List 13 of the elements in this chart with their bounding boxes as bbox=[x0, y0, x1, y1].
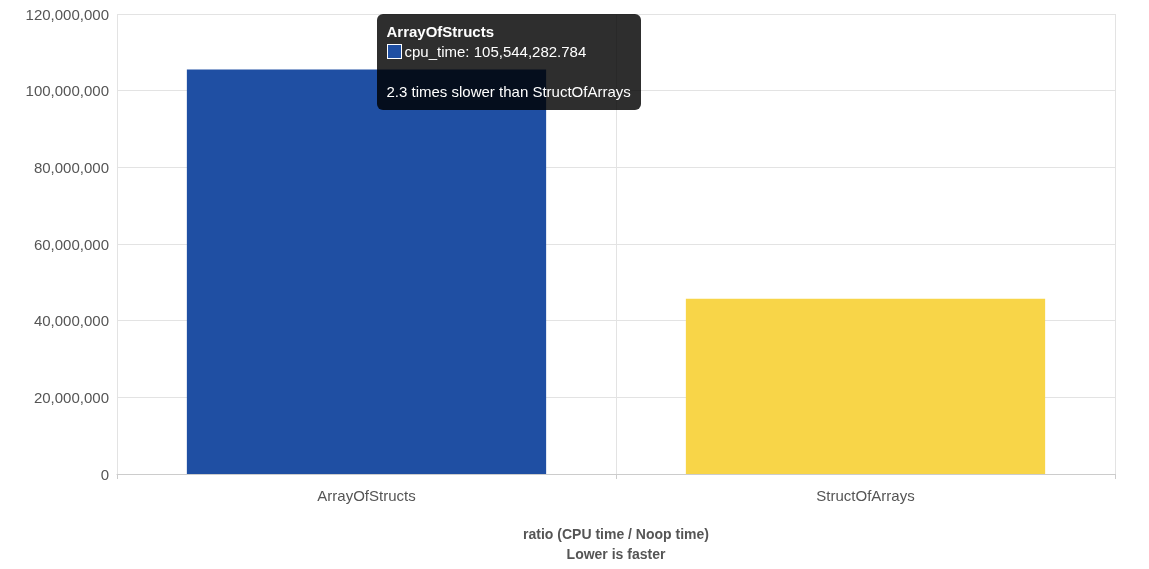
y-tick-label: 100,000,000 bbox=[25, 82, 109, 100]
x-axis-title: ratio (CPU time / Noop time) Lower is faster bbox=[523, 526, 709, 562]
x-tick-label: StructOfArrays bbox=[816, 487, 915, 504]
annotation: ArrayOfStructs bbox=[386, 22, 496, 43]
y-tick-label: 120,000,000 bbox=[25, 5, 109, 23]
annotation: 2.3 times slower than StructOfArrays bbox=[386, 82, 631, 103]
tooltip: ArrayOfStructs cpu_time: 105,544,282.784 2.3 times slower than StructOfArrays bbox=[376, 14, 641, 111]
y-tick-label: 60,000,000 bbox=[33, 235, 109, 253]
annotation: cpu_time: 105,544,282.784 bbox=[403, 42, 588, 63]
y-tick-label: 40,000,000 bbox=[33, 312, 109, 330]
y-tick-label: 20,000,000 bbox=[33, 388, 109, 406]
y-tick-label: 80,000,000 bbox=[33, 158, 109, 176]
y-tick-label: 0 bbox=[100, 465, 109, 483]
